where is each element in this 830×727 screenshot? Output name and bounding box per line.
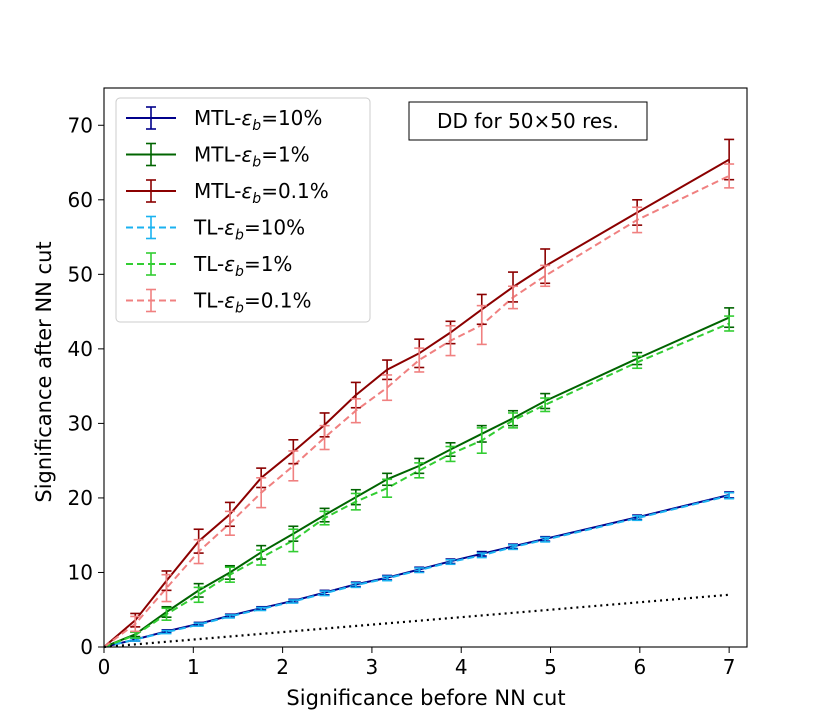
legend-entry-0: MTL-εb=10% [126, 106, 322, 134]
x-tick-label-3: 3 [366, 655, 379, 679]
errorbar-3-10 [414, 567, 425, 574]
errorbar-4-4 [224, 566, 235, 583]
errorbar-5-6 [288, 450, 299, 482]
errorbar-5-1 [130, 615, 141, 633]
legend: MTL-εb=10% MTL-εb=1% MTL-εb=0.1% TL-εb=10% T… [115, 97, 371, 323]
errorbar-4-10 [414, 462, 425, 479]
legend-entry-4: TL-εb=1% [126, 252, 292, 280]
errorbar-4-9 [382, 478, 393, 498]
y-tick-label-50: 50 [68, 262, 93, 286]
errorbar-4-2 [161, 607, 172, 621]
y-tick-label-40: 40 [68, 337, 93, 361]
y-tick-label-0: 0 [80, 635, 93, 659]
x-tick-label-2: 2 [276, 655, 289, 679]
errorbar-4-12 [476, 427, 487, 455]
errorbar-4-16 [724, 315, 735, 332]
errorbar-3-9 [382, 575, 393, 582]
x-tick-label-0: 0 [98, 655, 111, 679]
legend-label-1: MTL-εb=1% [194, 143, 310, 171]
legend-label-3: TL-εb=10% [193, 216, 305, 244]
legend-entry-5: TL-εb=0.1% [126, 289, 312, 317]
annotation-frame [408, 101, 648, 141]
x-tick-label-5: 5 [544, 655, 557, 679]
errorbar-5-4 [224, 510, 235, 537]
y-tick-label-30: 30 [68, 411, 93, 435]
legend-label-2: MTL-εb=0.1% [194, 179, 329, 207]
x-axis-ticks: 0 1 2 3 4 5 6 7 [98, 647, 736, 679]
errorbar-3-11 [445, 558, 456, 566]
errorbar-5-12 [476, 304, 487, 346]
errorbar-5-13 [508, 285, 519, 310]
errorbar-5-2 [161, 573, 172, 603]
y-axis-ticks: 0 10 20 30 40 50 60 70 [68, 113, 104, 659]
errorbar-3-4 [224, 614, 235, 619]
x-tick-label-7: 7 [723, 655, 736, 679]
series-line-6 [103, 593, 730, 649]
y-tick-label-10: 10 [68, 560, 93, 584]
errorbar-5-7 [319, 424, 330, 451]
annotation-label: DD for 50×50 res. [437, 109, 619, 133]
chart-errorbars [130, 138, 735, 642]
x-axis-title: Significance before NN cut [286, 686, 565, 710]
errorbar-3-5 [256, 606, 267, 612]
errorbar-3-6 [288, 599, 299, 604]
errorbar-5-3 [193, 538, 204, 565]
errorbar-5-16 [724, 163, 735, 189]
errorbar-3-3 [193, 622, 204, 627]
legend-label-0: MTL-εb=10% [194, 106, 322, 134]
errorbar-4-15 [632, 355, 643, 370]
errorbar-4-14 [540, 397, 551, 413]
errorbar-3-15 [632, 515, 643, 522]
y-tick-label-70: 70 [68, 113, 93, 137]
x-tick-label-1: 1 [187, 655, 200, 679]
plot-frame [103, 87, 748, 648]
errorbar-4-5 [256, 549, 267, 566]
legend-box [115, 97, 371, 323]
errorbar-5-9 [382, 374, 393, 402]
legend-entry-3: TL-εb=10% [126, 216, 305, 244]
legend-entry-2: MTL-εb=0.1% [126, 179, 329, 207]
x-tick-label-6: 6 [633, 655, 646, 679]
errorbar-4-8 [350, 492, 361, 511]
errorbar-5-11 [445, 324, 456, 357]
errorbar-3-12 [476, 552, 487, 559]
x-tick-label-4: 4 [455, 655, 468, 679]
y-axis-title: Significance after NN cut [32, 241, 56, 502]
errorbar-3-13 [508, 544, 519, 551]
legend-label-5: TL-εb=0.1% [193, 289, 312, 317]
legend-label-4: TL-εb=1% [193, 252, 292, 280]
errorbar-3-8 [350, 582, 361, 589]
errorbar-4-11 [445, 445, 456, 463]
errorbar-5-14 [540, 264, 551, 288]
errorbar-4-3 [193, 586, 204, 604]
errorbar-5-10 [414, 347, 425, 373]
errorbar-3-2 [161, 629, 172, 635]
errorbar-3-14 [540, 536, 551, 543]
errorbar-4-6 [288, 528, 299, 553]
errorbar-4-13 [508, 412, 519, 429]
errorbar-5-5 [256, 477, 267, 509]
errorbar-4-7 [319, 510, 330, 526]
errorbar-5-15 [632, 206, 643, 234]
y-tick-label-20: 20 [68, 486, 93, 510]
y-tick-label-60: 60 [68, 188, 93, 212]
legend-entry-1: MTL-εb=1% [126, 143, 310, 171]
errorbar-3-16 [724, 491, 735, 500]
annotation-box: DD for 50×50 res. [408, 101, 648, 141]
errorbar-3-7 [319, 590, 330, 597]
errorbar-5-8 [350, 398, 361, 424]
